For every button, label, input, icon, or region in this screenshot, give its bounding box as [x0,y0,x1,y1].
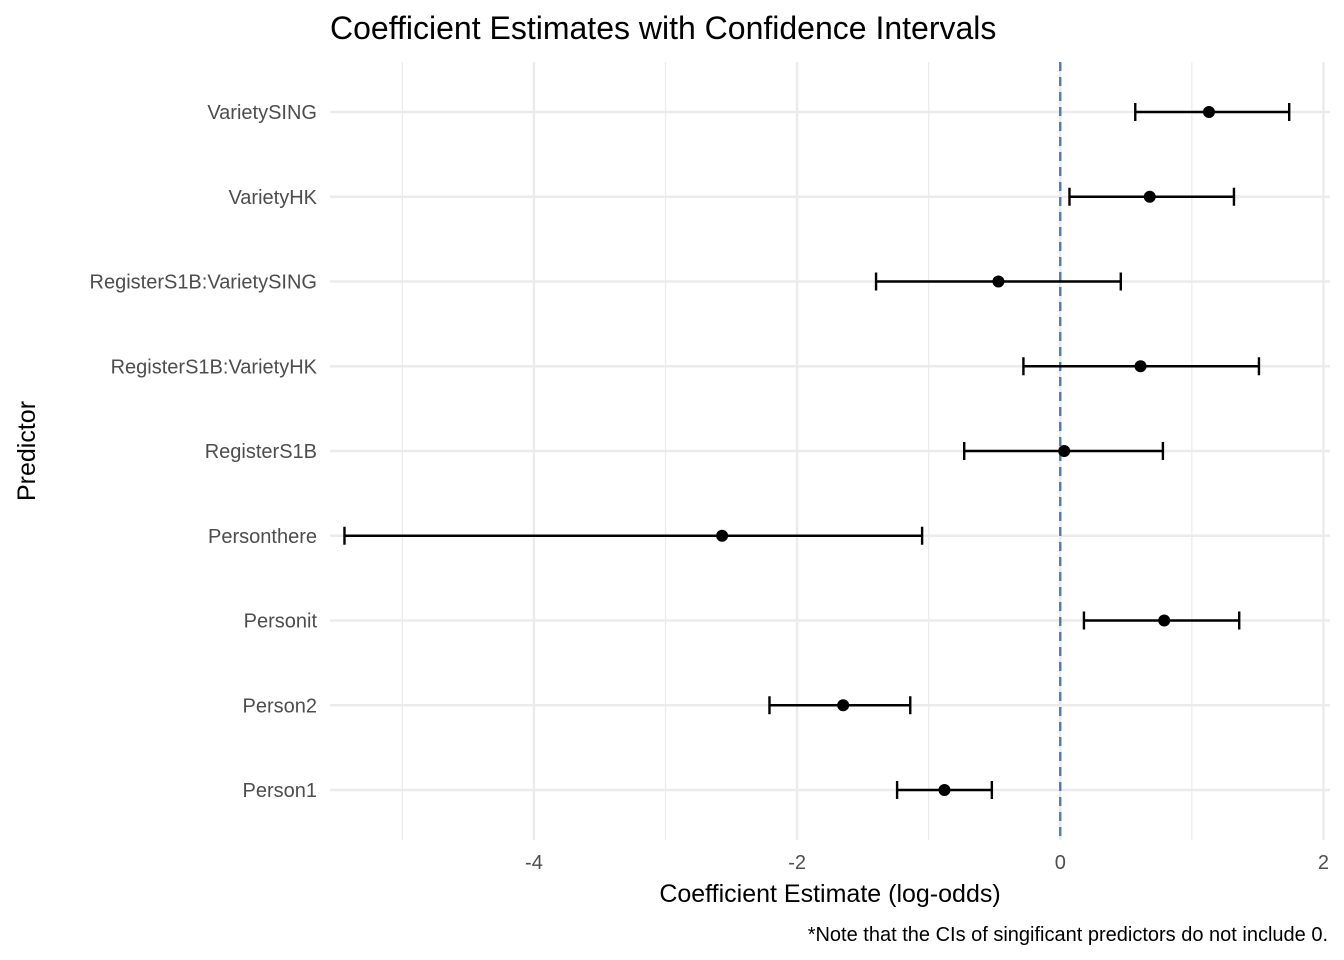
chart-caption: *Note that the CIs of singificant predic… [808,924,1328,946]
chart-title: Coefficient Estimates with Confidence In… [330,10,996,46]
estimate-points [716,106,1215,796]
estimate-point [1202,106,1215,118]
y-tick-label: VarietySING [207,102,317,124]
y-axis-title: Predictor [13,401,41,501]
estimate-point [716,529,729,542]
estimate-point [1143,190,1156,203]
x-tick-label: 0 [1055,852,1066,874]
estimate-point [938,784,951,796]
x-tick-label: -4 [525,852,543,874]
y-tick-label: RegisterS1B [205,441,317,463]
x-axis-title: Coefficient Estimate (log-odds) [659,880,1000,908]
y-tick-label: Personit [244,611,318,633]
estimate-point [992,275,1005,288]
estimate-point [837,699,850,712]
y-tick-labels: VarietySING VarietyHK RegisterS1B:VarietyS… [90,102,318,802]
grid [330,62,1330,840]
y-tick-label: RegisterS1B:VarietyHK [111,356,318,378]
y-tick-label: RegisterS1B:VarietySING [90,272,318,294]
error-bar [343,526,924,545]
x-tick-label: -2 [788,852,806,874]
y-tick-label: Person2 [243,695,318,717]
estimate-point [1158,614,1171,627]
x-tick-label: 2 [1318,852,1329,874]
estimate-point [1058,445,1071,457]
y-tick-label: Person1 [243,780,318,802]
y-tick-label: Personthere [208,526,317,548]
x-tick-labels: -4 -2 0 2 [525,852,1329,874]
estimate-point [1134,360,1147,373]
y-tick-label: VarietyHK [228,187,317,209]
